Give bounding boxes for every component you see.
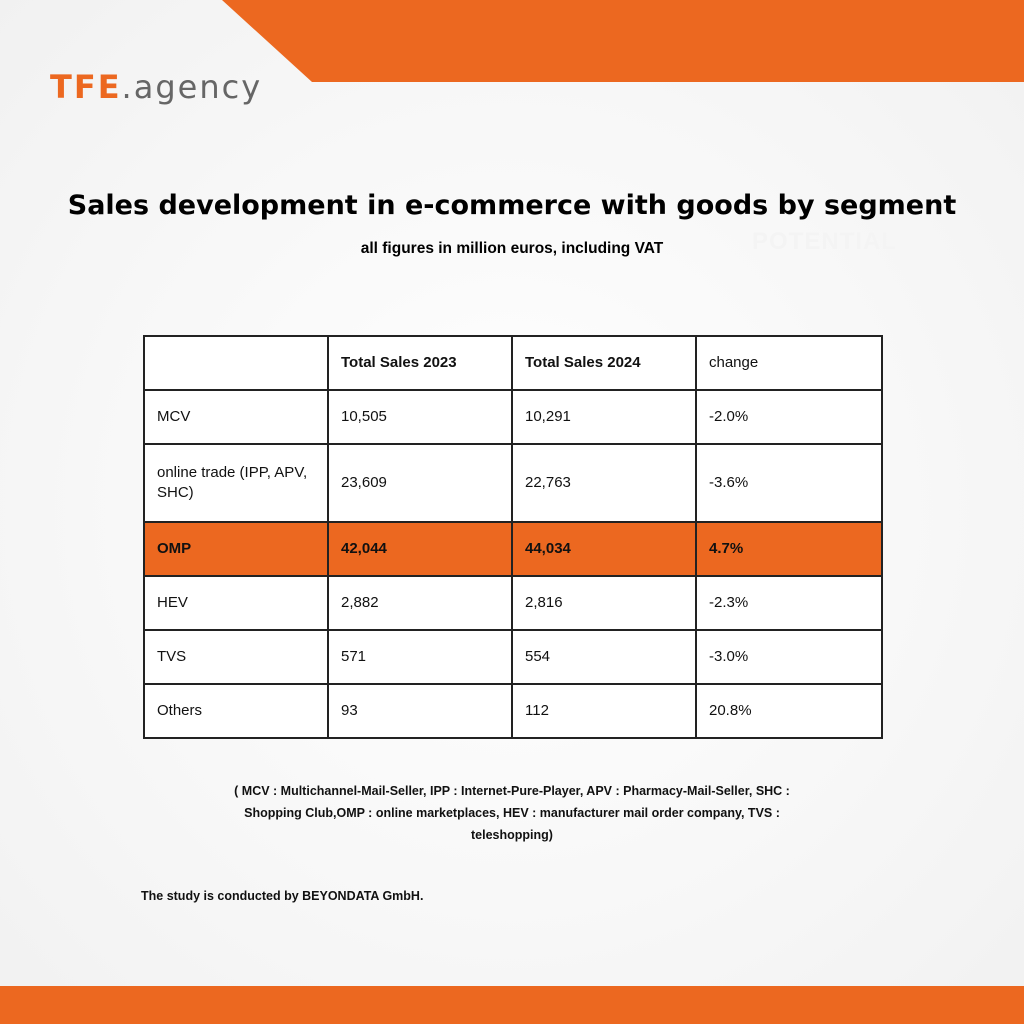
watermark-text: POTENTIAL [752,228,897,255]
table-row: online trade (IPP, APV, SHC) 23,609 22,7… [143,443,883,523]
sales-2024-cell: 44,034 [511,521,697,577]
segment-cell: Others [143,683,329,739]
header-cell-change: change [695,335,883,391]
change-cell: -3.0% [695,629,883,685]
table-header-row: Total Sales 2023 Total Sales 2024 change [143,335,883,391]
sales-2023-cell: 10,505 [327,389,513,445]
change-cell: -3.6% [695,443,883,523]
sales-2024-cell: 112 [511,683,697,739]
segment-cell: TVS [143,629,329,685]
table-row: Others 93 112 20.8% [143,683,883,739]
sales-2023-cell: 42,044 [327,521,513,577]
study-source-note: The study is conducted by BEYONDATA GmbH… [141,889,424,903]
table-row-highlighted: OMP 42,044 44,034 4.7% [143,521,883,577]
page-subtitle: all figures in million euros, including … [360,240,664,257]
sales-table: Total Sales 2023 Total Sales 2024 change… [143,335,883,739]
bottom-orange-bar [0,986,1024,1024]
sales-2023-cell: 93 [327,683,513,739]
sales-2023-cell: 23,609 [327,443,513,523]
header-cell-sales-2024: Total Sales 2024 [511,335,697,391]
change-cell: -2.3% [695,575,883,631]
header-cell-sales-2023: Total Sales 2023 [327,335,513,391]
sales-2023-cell: 571 [327,629,513,685]
sales-2024-cell: 2,816 [511,575,697,631]
table-row: HEV 2,882 2,816 -2.3% [143,575,883,631]
segment-cell: online trade (IPP, APV, SHC) [143,443,329,523]
segment-cell: OMP [143,521,329,577]
segment-cell: MCV [143,389,329,445]
sales-2024-cell: 22,763 [511,443,697,523]
change-cell: 20.8% [695,683,883,739]
abbreviations-footnote: ( MCV : Multichannel-Mail-Seller, IPP : … [234,784,790,842]
top-orange-banner [222,0,1024,82]
page-title: Sales development in e-commerce with goo… [67,190,957,221]
sales-2023-cell: 2,882 [327,575,513,631]
sales-2024-cell: 554 [511,629,697,685]
tfe-agency-logo: TFE.agency [50,68,262,106]
table-row: MCV 10,505 10,291 -2.0% [143,389,883,445]
logo-suffix: .agency [121,68,263,106]
change-cell: 4.7% [695,521,883,577]
table-row: TVS 571 554 -3.0% [143,629,883,685]
segment-cell: HEV [143,575,329,631]
logo-brand: TFE [50,68,122,106]
change-cell: -2.0% [695,389,883,445]
header-cell-segment [143,335,329,391]
sales-2024-cell: 10,291 [511,389,697,445]
